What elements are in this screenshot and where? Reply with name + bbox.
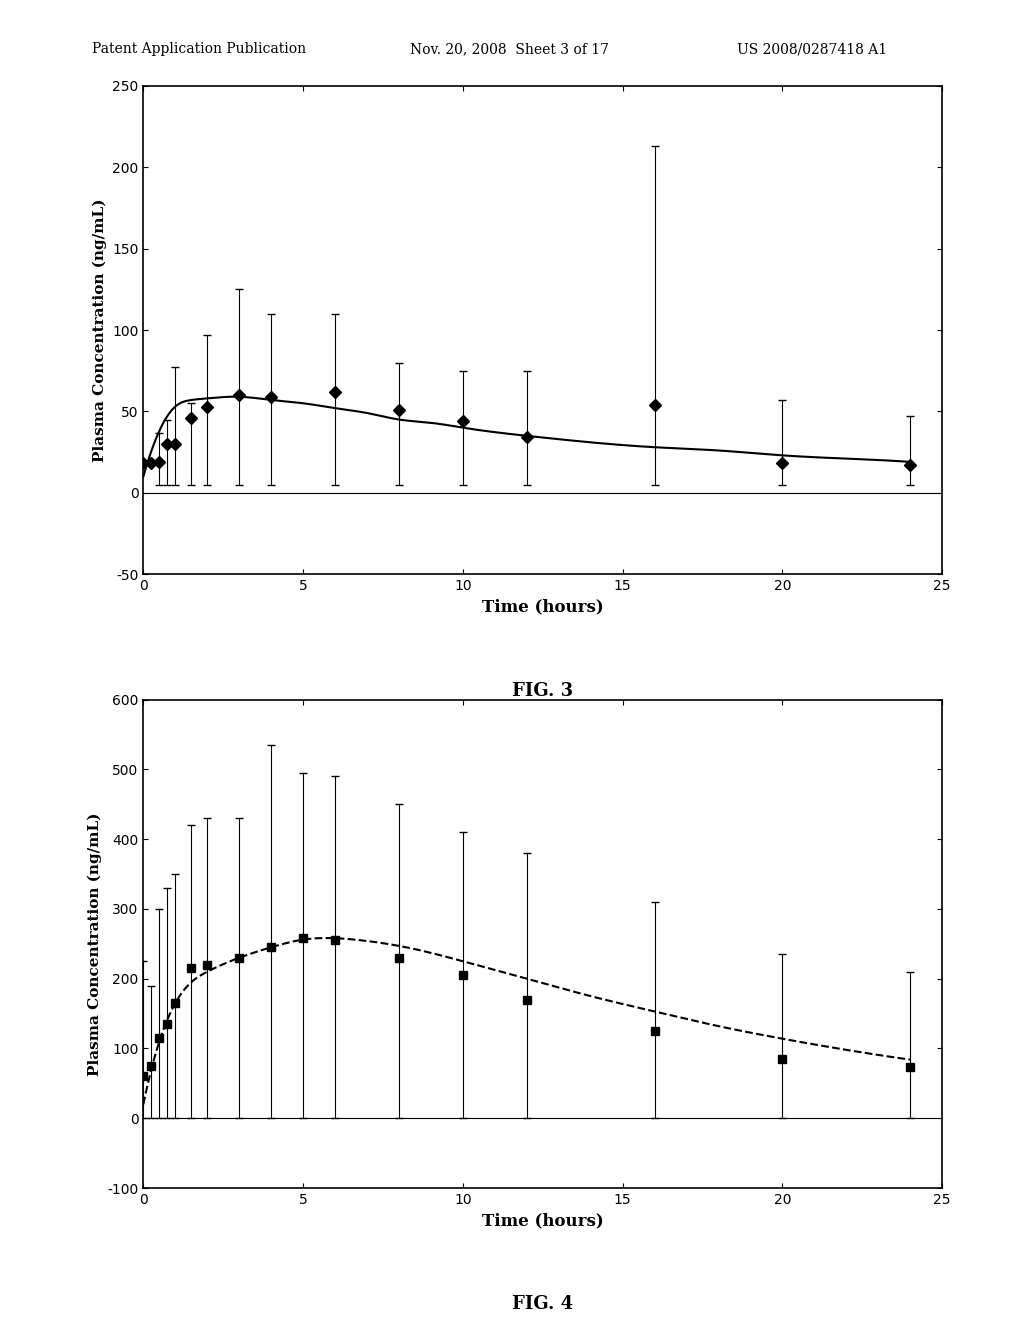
Text: Nov. 20, 2008  Sheet 3 of 17: Nov. 20, 2008 Sheet 3 of 17 — [410, 42, 608, 57]
Text: FIG. 4: FIG. 4 — [512, 1295, 573, 1313]
X-axis label: Time (hours): Time (hours) — [482, 1212, 603, 1229]
Y-axis label: Plasma Concentration (ng/mL): Plasma Concentration (ng/mL) — [92, 198, 106, 462]
Text: Patent Application Publication: Patent Application Publication — [92, 42, 306, 57]
Text: FIG. 3: FIG. 3 — [512, 681, 573, 700]
Text: US 2008/0287418 A1: US 2008/0287418 A1 — [737, 42, 888, 57]
Y-axis label: Plasma Concentration (ng/mL): Plasma Concentration (ng/mL) — [87, 812, 101, 1076]
X-axis label: Time (hours): Time (hours) — [482, 598, 603, 615]
